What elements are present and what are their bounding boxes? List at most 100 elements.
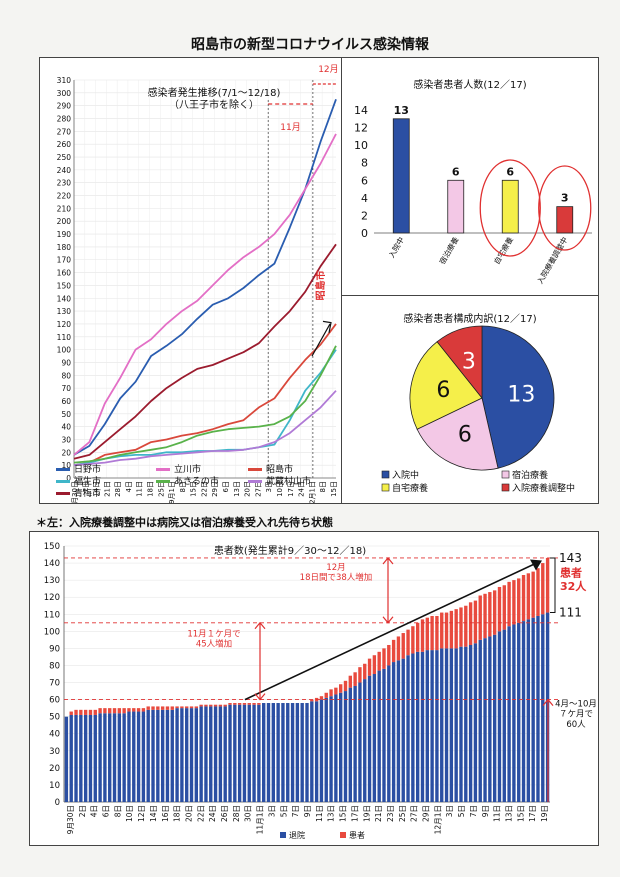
bar-segment	[79, 714, 83, 802]
bar-segment	[88, 709, 93, 715]
y-tick-label: 140	[57, 294, 72, 303]
x-tick-label: 5日	[279, 805, 288, 817]
bar-segment	[209, 704, 213, 707]
bar	[501, 179, 519, 234]
x-tick-label: 3日	[267, 805, 276, 817]
x-tick-label: 28日	[232, 805, 241, 822]
bar-segment	[223, 706, 227, 802]
y-tick-label: 240	[57, 166, 72, 175]
chart-title: 感染者患者構成内訳(12／17)	[403, 312, 536, 325]
bar-segment	[127, 711, 131, 802]
legend-swatch	[340, 832, 346, 838]
bar-segment	[233, 704, 237, 802]
y-tick-label: 30	[61, 435, 71, 444]
patients-label: 患者 32人	[560, 566, 587, 593]
bar-segment	[189, 706, 194, 709]
bar-segment	[93, 714, 97, 802]
legend-label: 立川市	[174, 465, 202, 475]
legend-item: あきるの市	[156, 474, 219, 487]
data-label: 6	[506, 165, 514, 178]
bar-segment	[156, 709, 160, 802]
x-tick-label: 27日	[254, 481, 262, 497]
legend-label: 福生市	[74, 477, 102, 487]
legend-label: 日野市	[74, 465, 102, 475]
y-tick-label: 0	[361, 227, 368, 240]
bar-segment	[502, 629, 506, 802]
legend-swatch	[381, 470, 390, 479]
bar-segment	[449, 610, 454, 649]
nov-label: 11月	[280, 122, 300, 133]
bar-segment	[512, 580, 516, 625]
x-tick-label: 26日	[220, 805, 229, 822]
x-tick-label: 19日	[540, 805, 549, 822]
x-tick-label: 15日	[330, 481, 338, 497]
bar-segment	[420, 619, 425, 652]
bar-segment	[132, 708, 136, 712]
bar	[447, 179, 465, 234]
bar-segment	[213, 706, 218, 802]
bar-segment	[310, 699, 314, 702]
bar-segment	[372, 674, 377, 802]
bar-segment	[112, 708, 117, 714]
bar-segment	[170, 706, 174, 710]
x-tick-label: 入院療養調整中	[535, 235, 570, 285]
x-tick-label: 11月1日	[256, 805, 265, 834]
aprOct-arrow	[542, 698, 554, 802]
patients-bracket	[550, 557, 556, 614]
x-tick-label: 21日	[103, 481, 111, 497]
x-tick-label: 宿泊療養	[437, 235, 461, 266]
x-tick-label: 8日	[319, 481, 327, 492]
y-tick-label: 60	[49, 696, 60, 706]
bar-segment	[252, 703, 256, 705]
legend-label: あきるの市	[174, 477, 219, 487]
y-tick-label: 130	[44, 576, 60, 586]
bar-segment	[372, 655, 377, 674]
bar-segment	[108, 708, 112, 714]
bar-segment	[459, 646, 463, 802]
bar-segment	[497, 631, 502, 802]
bar-segment	[141, 711, 146, 802]
y-tick-label: 150	[57, 281, 72, 290]
bar-segment	[406, 629, 410, 656]
series-line	[73, 243, 337, 460]
bar-segment	[401, 658, 405, 802]
bar-segment	[64, 716, 69, 802]
bar-segment	[329, 696, 333, 802]
x-tick-label: 11日	[315, 805, 324, 822]
legend-swatch	[248, 480, 262, 483]
bar-segment	[136, 708, 141, 712]
bar-segment	[396, 660, 401, 802]
bar-segment	[483, 638, 487, 802]
x-tick-label: 12月1日	[433, 805, 442, 834]
legend-label: 患者	[349, 830, 365, 840]
bar-segment	[454, 648, 458, 802]
y-tick-label: 2	[361, 209, 368, 222]
bar-segment	[512, 624, 516, 802]
x-tick-label: 29日	[422, 805, 431, 822]
y-tick-label: 0	[66, 474, 71, 483]
bar-segment	[444, 612, 449, 649]
bar-segment	[358, 667, 362, 683]
legend-swatch	[56, 468, 70, 471]
y-tick-label: 60	[61, 397, 71, 406]
bar-segment	[464, 605, 468, 647]
chart-subtitle: （八王子市を除く）	[169, 98, 259, 111]
bar-segment	[310, 701, 314, 802]
bar-segment	[531, 617, 535, 802]
chart-title: 感染者発生推移(7/1～12/18)	[148, 86, 281, 99]
discharged-label: 111	[559, 606, 582, 620]
bar-segment	[415, 622, 420, 652]
x-tick-label: 2日	[78, 805, 87, 817]
bar-segment	[430, 650, 434, 802]
y-tick-label: 100	[57, 346, 72, 355]
y-tick-label: 20	[61, 448, 71, 457]
legend-swatch	[56, 492, 70, 495]
x-tick-label: 20日	[184, 805, 193, 822]
x-tick-label: 18日	[147, 481, 155, 497]
x-tick-label: 4日	[90, 805, 99, 817]
bar-segment	[353, 685, 357, 802]
bar-segment	[136, 711, 141, 802]
bar-segment	[411, 626, 415, 654]
y-tick-label: 4	[361, 192, 368, 205]
x-tick-label: 15日	[516, 805, 525, 822]
